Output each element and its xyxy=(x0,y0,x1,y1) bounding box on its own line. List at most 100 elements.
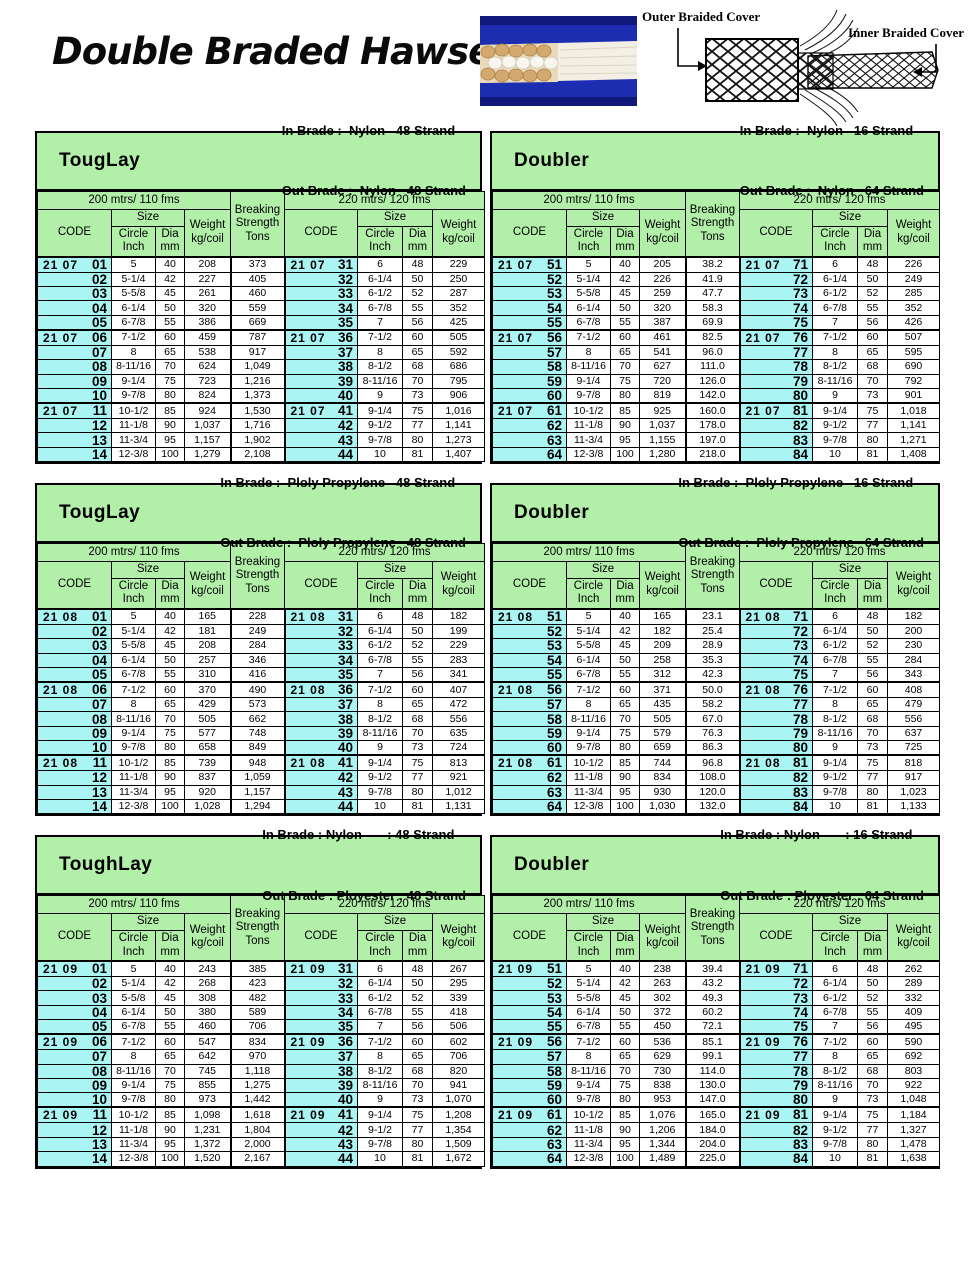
col-code: CODE xyxy=(492,208,567,258)
code-suffix: 71 xyxy=(792,608,808,624)
dia-mm-cell: 60 xyxy=(402,328,433,346)
code-suffix: 55 xyxy=(546,314,562,330)
code-cell: 63 xyxy=(492,784,567,801)
dia-mm-cell: 50 xyxy=(402,271,433,288)
code-cell: 53 xyxy=(492,286,567,302)
dia-mm-cell: 80 xyxy=(610,388,640,404)
weight-cell: 285 xyxy=(886,286,941,302)
dia-mm-cell: 55 xyxy=(610,667,640,683)
code-cell: 83 xyxy=(739,432,813,448)
span-header-row: 200 mtrs/ 110 fms Breaking Strength Tons… xyxy=(37,190,486,258)
weight-cell: 372 xyxy=(639,1004,686,1021)
code-suffix: 42 xyxy=(337,1122,353,1138)
dia-mm-cell: 80 xyxy=(155,388,185,404)
circle-size-cell: 6-1/4 xyxy=(111,652,156,669)
code-suffix: 83 xyxy=(792,432,808,448)
dia-mm-cell: 75 xyxy=(857,402,888,420)
code-cell: 62 xyxy=(492,770,567,786)
table-title-bar: Doubler In Brade : Nylon 16 Strand Out B… xyxy=(492,123,938,198)
code-suffix: 14 xyxy=(91,447,107,462)
circle-size-cell: 7-1/2 xyxy=(357,328,403,346)
code-cell: 55 xyxy=(492,1019,567,1035)
circle-size-cell: 9-7/8 xyxy=(357,784,403,801)
code-suffix: 06 xyxy=(91,682,107,698)
table-title-bar: Doubler In Brade : Nylon : 16 Strand Out… xyxy=(492,827,938,903)
col-circle-inch: Circle Inch xyxy=(812,929,858,962)
weight-cell: 1,279 xyxy=(184,446,231,463)
breaking-strength-cell: 385 xyxy=(229,960,286,978)
spec-table-block: TougLay In Brade : Nylon 48 Strand Out B… xyxy=(35,123,486,465)
weight-cell: 1,012 xyxy=(431,784,486,801)
breaking-strength-cell: 132.0 xyxy=(684,799,741,815)
circle-size-cell: 9-1/4 xyxy=(357,402,403,420)
table-row: 10 9-7/8 80 824 1,373 40 9 73 906 xyxy=(37,388,486,404)
code-cell: 53 xyxy=(492,990,567,1006)
circle-size-cell: 5-5/8 xyxy=(566,990,611,1006)
dia-mm-cell: 77 xyxy=(857,770,888,786)
col-breaking-strength: Breaking Strength Tons xyxy=(230,190,285,258)
col-code: CODE xyxy=(739,561,813,610)
code-cell: 57 xyxy=(492,1049,567,1065)
dia-mm-cell: 55 xyxy=(155,667,185,683)
circle-size-cell: 5 xyxy=(111,255,156,273)
table-row: 53 5-5/8 45 259 47.7 73 6-1/2 52 285 xyxy=(492,286,941,302)
dia-mm-cell: 55 xyxy=(402,300,433,316)
breaking-strength-cell: 834 xyxy=(229,1033,286,1051)
weight-cell: 182 xyxy=(639,623,686,640)
dia-mm-cell: 90 xyxy=(610,770,640,786)
col-code: CODE xyxy=(492,913,567,962)
table-row: 54 6-1/4 50 258 35.3 74 6-7/8 55 284 xyxy=(492,652,941,669)
weight-cell: 706 xyxy=(431,1049,486,1065)
dia-mm-cell: 68 xyxy=(402,711,433,727)
table-row: 09 9-1/4 75 723 1,216 39 8-11/16 70 795 xyxy=(37,373,486,390)
code-suffix: 34 xyxy=(337,652,353,668)
breaking-strength-cell: 108.0 xyxy=(684,770,741,786)
col-code: CODE xyxy=(37,913,112,962)
weight-cell: 739 xyxy=(184,754,231,772)
code-cell: 21 07 81 xyxy=(739,402,813,420)
breaking-strength-cell: 662 xyxy=(229,711,286,727)
code-cell: 21 08 11 xyxy=(37,754,112,772)
dia-mm-cell: 65 xyxy=(857,697,888,713)
code-suffix: 06 xyxy=(91,329,107,345)
weight-cell: 1,672 xyxy=(431,1151,486,1167)
table-row: 57 8 65 541 96.0 77 8 65 595 xyxy=(492,344,941,361)
code-cell: 58 xyxy=(492,711,567,727)
code-cell: 21 09 36 xyxy=(284,1033,358,1051)
breaking-strength-cell: 197.0 xyxy=(684,432,741,448)
weight-cell: 320 xyxy=(639,300,686,316)
col-weight: Weight kg/coil xyxy=(639,208,686,258)
table-row: 10 9-7/8 80 658 849 40 9 73 724 xyxy=(37,740,486,756)
col-weight: Weight kg/coil xyxy=(886,913,941,962)
code-suffix: 09 xyxy=(91,726,107,742)
table-row: 02 5-1/4 42 227 405 32 6-1/4 50 250 xyxy=(37,271,486,288)
code-cell: 52 xyxy=(492,271,567,288)
circle-size-cell: 6 xyxy=(812,960,858,978)
code-cell: 74 xyxy=(739,1004,813,1021)
breaking-strength-cell: 42.3 xyxy=(684,667,741,683)
circle-size-cell: 6-7/8 xyxy=(357,652,403,669)
main-header-row: CODE Size Weight kg/coil CODE Size Weigh… xyxy=(492,208,941,258)
code-cell: 32 xyxy=(284,271,358,288)
circle-size-cell: 6-1/4 xyxy=(812,623,858,640)
code-prefix: 21 08 xyxy=(43,609,79,624)
code-prefix: 21 07 xyxy=(290,330,326,345)
weight-cell: 425 xyxy=(431,314,486,331)
col-dia-mm: Dia mm xyxy=(155,225,185,258)
code-prefix: 21 07 xyxy=(43,257,79,272)
table-row: 21 08 06 7-1/2 60 370 490 21 08 36 7-1/2 60 407 xyxy=(37,681,486,699)
dia-mm-cell: 90 xyxy=(155,770,185,786)
table-row: 08 8-11/16 70 624 1,049 38 8-1/2 68 686 xyxy=(37,359,486,375)
dia-mm-cell: 40 xyxy=(155,607,185,625)
circle-size-cell: 9-1/4 xyxy=(566,373,611,390)
circle-size-cell: 9-1/4 xyxy=(566,725,611,742)
code-cell: 08 xyxy=(37,1063,112,1080)
table-row: 07 8 65 642 970 37 8 65 706 xyxy=(37,1049,486,1065)
weight-cell: 459 xyxy=(184,328,231,346)
table-row: 21 07 61 10-1/2 85 925 160.0 21 07 81 9-1/4 75 1,0… xyxy=(492,402,941,420)
weight-cell: 227 xyxy=(184,271,231,288)
breaking-strength-cell: 23.1 xyxy=(684,607,741,625)
dia-mm-cell: 80 xyxy=(402,1136,433,1153)
circle-size-cell: 8-11/16 xyxy=(812,1078,858,1094)
code-suffix: 05 xyxy=(91,314,107,330)
